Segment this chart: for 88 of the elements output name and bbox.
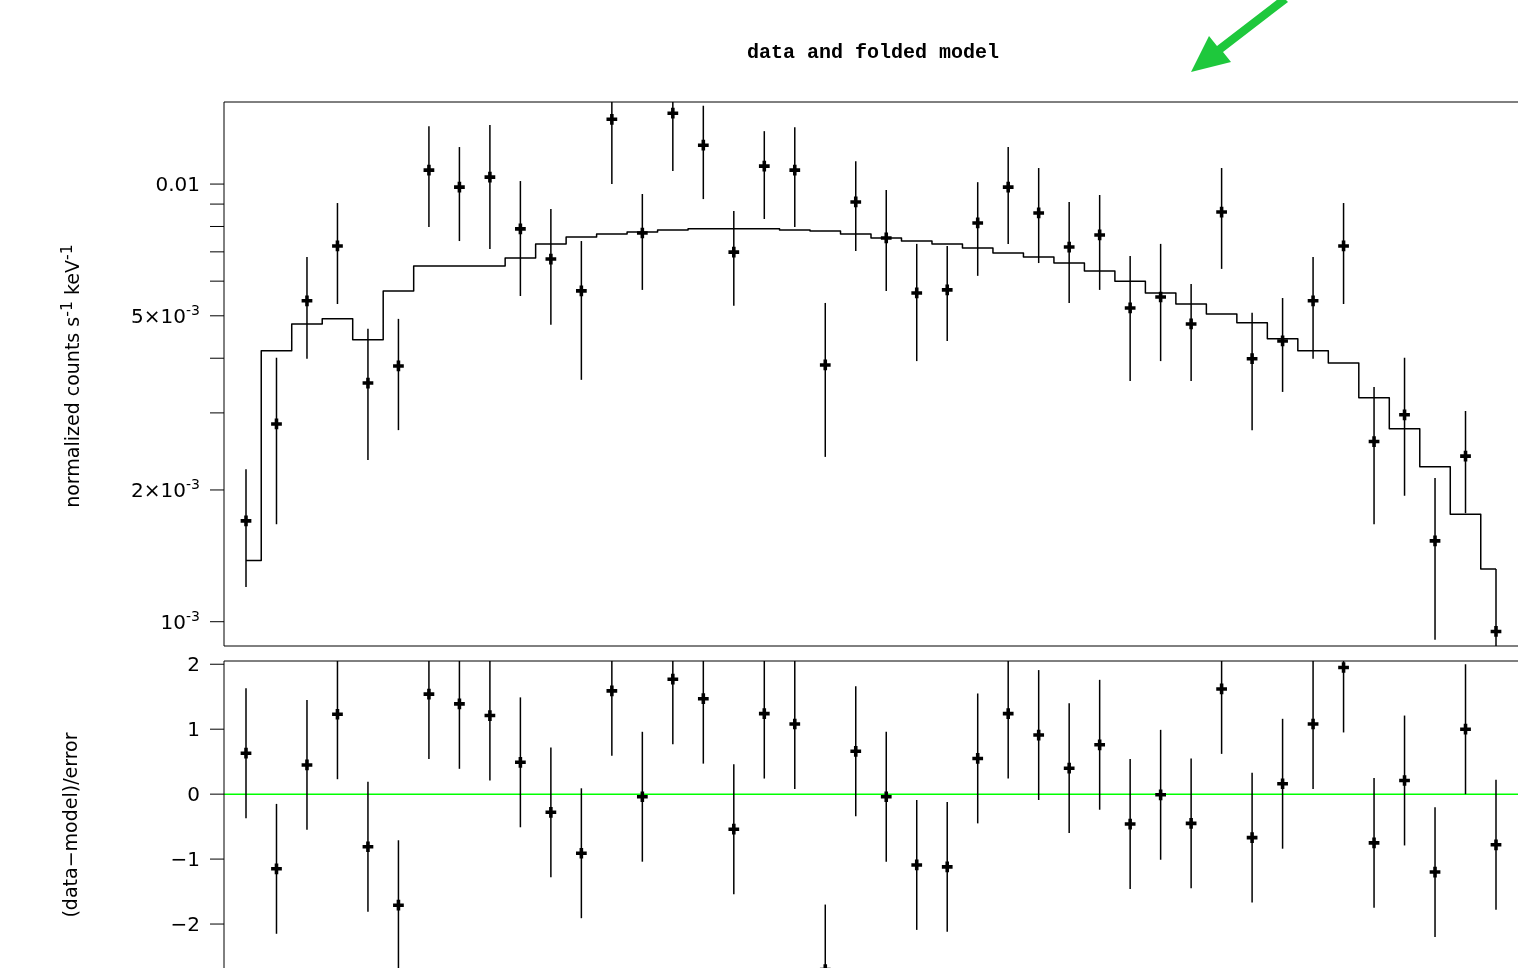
point xyxy=(1368,436,1380,447)
y-tick-label: 0 xyxy=(187,782,200,807)
chart-title: data and folded model xyxy=(745,40,1000,66)
point xyxy=(1490,626,1502,637)
y-axis-title: (data−model)/error xyxy=(59,732,81,918)
point xyxy=(850,745,862,757)
point xyxy=(362,841,374,853)
point xyxy=(636,791,648,803)
point xyxy=(1002,181,1014,193)
point xyxy=(1307,718,1319,730)
point xyxy=(240,747,252,759)
y-tick-label: 2 xyxy=(187,652,200,677)
point xyxy=(301,759,313,771)
point xyxy=(789,718,801,730)
point xyxy=(1063,241,1075,253)
point xyxy=(484,171,496,183)
point xyxy=(1277,335,1288,347)
point xyxy=(850,196,862,208)
point xyxy=(606,685,618,697)
point xyxy=(1216,206,1227,218)
point xyxy=(301,295,313,307)
point xyxy=(941,284,953,296)
point xyxy=(1338,240,1349,252)
point xyxy=(423,164,435,176)
point xyxy=(1216,683,1227,695)
point xyxy=(1155,291,1166,303)
point xyxy=(545,253,557,265)
point xyxy=(1063,762,1075,774)
point xyxy=(332,708,343,720)
point xyxy=(1399,409,1410,421)
y-tick-label: −1 xyxy=(170,847,200,872)
point xyxy=(271,418,282,430)
point xyxy=(880,232,892,244)
point xyxy=(789,164,801,176)
point xyxy=(728,246,740,258)
point xyxy=(1155,789,1166,801)
point xyxy=(271,863,282,875)
point xyxy=(576,285,587,297)
point xyxy=(454,181,465,193)
y-tick-label: 2×10$^{-3}$ xyxy=(131,475,200,502)
point xyxy=(972,217,984,229)
point xyxy=(667,107,679,119)
point xyxy=(1124,302,1136,314)
point xyxy=(393,360,404,372)
point xyxy=(576,847,587,859)
point xyxy=(362,377,374,389)
point xyxy=(1033,729,1045,741)
point xyxy=(1246,353,1258,365)
point xyxy=(636,227,648,239)
point xyxy=(1185,318,1197,330)
y-tick-label: 1 xyxy=(187,717,200,742)
point xyxy=(393,899,404,911)
point xyxy=(332,240,343,252)
point xyxy=(484,710,496,721)
point xyxy=(1460,723,1471,735)
point xyxy=(240,515,252,527)
point xyxy=(1185,818,1197,829)
y-tick-label: −2 xyxy=(170,912,200,937)
point xyxy=(1429,535,1441,547)
point xyxy=(697,139,709,151)
y-tick-label: 10$^{-3}$ xyxy=(160,607,200,634)
point xyxy=(1094,739,1106,751)
point xyxy=(1033,207,1045,219)
point xyxy=(1368,837,1380,849)
point xyxy=(911,287,923,299)
point xyxy=(606,113,618,125)
point xyxy=(667,673,679,685)
point xyxy=(454,698,465,710)
point xyxy=(880,791,892,803)
point xyxy=(1490,839,1502,851)
point xyxy=(819,359,831,371)
point xyxy=(1429,866,1441,878)
point xyxy=(1094,229,1106,241)
point xyxy=(941,861,953,873)
point xyxy=(728,823,740,835)
point xyxy=(1307,295,1319,307)
point xyxy=(1246,832,1258,844)
point xyxy=(1460,450,1471,462)
y-tick-label: 0.01 xyxy=(155,172,200,197)
y-tick-label: 5×10$^{-3}$ xyxy=(131,301,200,328)
point xyxy=(1002,708,1014,719)
point xyxy=(515,223,526,235)
point xyxy=(423,688,435,700)
point xyxy=(1124,818,1136,830)
point xyxy=(911,859,923,871)
point xyxy=(758,160,770,172)
point xyxy=(1277,778,1288,790)
point xyxy=(545,806,557,818)
